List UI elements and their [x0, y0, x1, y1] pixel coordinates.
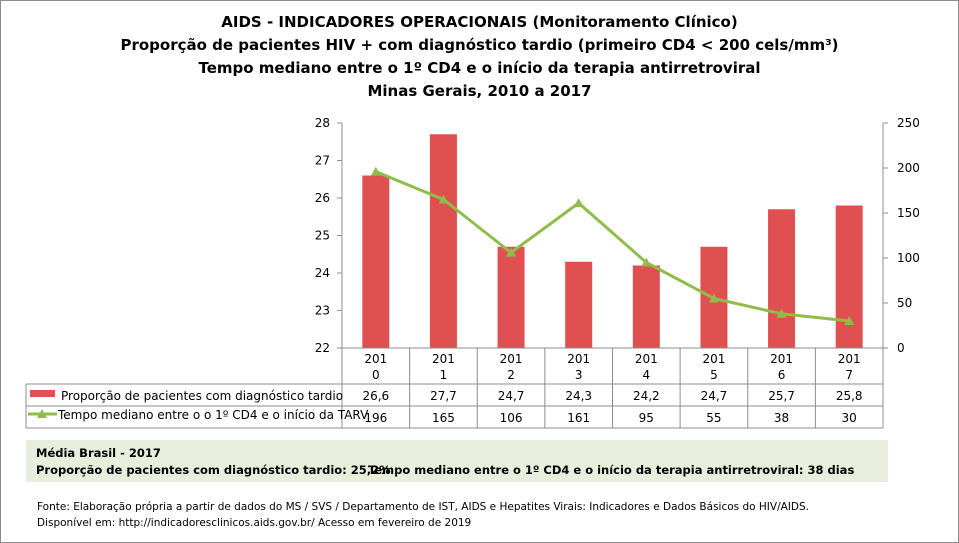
right-tick-label: 200 — [897, 161, 920, 175]
line-marker — [844, 316, 855, 325]
left-tick-label: 27 — [315, 154, 330, 168]
bar — [632, 265, 660, 348]
line-data-label: 30 — [842, 411, 857, 425]
chart-subtitle-3: Minas Gerais, 2010 a 2017 — [367, 82, 592, 100]
bar-data-label: 24,3 — [565, 389, 592, 403]
left-tick-label: 28 — [315, 116, 330, 130]
bar-data-label: 24,2 — [633, 389, 660, 403]
bar-data-label: 25,7 — [768, 389, 795, 403]
category-label: 201 — [702, 352, 725, 366]
category-label: 1 — [440, 368, 448, 382]
category-label: 201 — [635, 352, 658, 366]
category-label: 6 — [778, 368, 786, 382]
line-data-label: 196 — [364, 411, 387, 425]
left-tick-label: 25 — [315, 229, 330, 243]
line-series — [375, 170, 850, 323]
media-brasil-box: Média Brasil - 2017 Proporção de pacient… — [26, 440, 888, 482]
bar-data-label: 24,7 — [498, 389, 525, 403]
category-label: 201 — [838, 352, 861, 366]
line-marker — [708, 293, 719, 303]
left-tick-label: 22 — [315, 341, 330, 355]
legend-bar-label: Proporção de pacientes com diagnóstico t… — [61, 389, 343, 403]
combo-chart: 2223242526272805010015020025020102011201… — [25, 116, 920, 429]
line-data-label: 106 — [500, 411, 523, 425]
bar-data-label: 26,6 — [362, 389, 389, 403]
line-data-label: 161 — [567, 411, 590, 425]
category-label: 3 — [575, 368, 583, 382]
line-marker — [506, 247, 517, 257]
source-line: Fonte: Elaboração própria a partir de da… — [37, 501, 809, 513]
left-tick-label: 26 — [315, 191, 330, 205]
category-label: 201 — [567, 352, 590, 366]
category-label: 2 — [507, 368, 515, 382]
line-data-label: 38 — [774, 411, 789, 425]
category-label: 201 — [500, 352, 523, 366]
legend-line-marker — [37, 409, 47, 418]
line-marker — [370, 166, 381, 176]
right-tick-label: 50 — [897, 296, 912, 310]
bar — [565, 261, 593, 348]
line-marker — [776, 308, 787, 318]
line-data-label: 165 — [432, 411, 455, 425]
right-tick-label: 0 — [897, 341, 905, 355]
bar — [362, 175, 390, 348]
bar — [497, 246, 525, 348]
media-tempo: Tempo mediano entre o 1º CD4 e o início … — [368, 463, 855, 477]
bar-data-label: 27,7 — [430, 389, 457, 403]
bar — [768, 209, 796, 348]
chart-subtitle-1: Proporção de pacientes HIV + com diagnós… — [120, 36, 839, 54]
chart-subtitle-2: Tempo mediano entre o 1º CD4 e o início … — [198, 59, 761, 77]
line-marker — [573, 198, 584, 208]
category-label: 0 — [372, 368, 380, 382]
bar — [429, 134, 457, 348]
media-heading: Média Brasil - 2017 — [36, 446, 161, 460]
bar-data-label: 25,8 — [836, 389, 863, 403]
right-tick-label: 250 — [897, 116, 920, 130]
source-note: Fonte: Elaboração própria a partir de da… — [37, 499, 809, 531]
bar-data-label: 24,7 — [701, 389, 728, 403]
chart-title: AIDS - INDICADORES OPERACIONAIS (Monitor… — [221, 13, 738, 31]
media-proporcao: Proporção de pacientes com diagnóstico t… — [36, 463, 391, 477]
category-label: 201 — [364, 352, 387, 366]
right-tick-label: 100 — [897, 251, 920, 265]
right-tick-label: 150 — [897, 206, 920, 220]
availability-line: Disponível em: http://indicadoresclinico… — [37, 517, 472, 529]
category-label: 4 — [642, 368, 650, 382]
legend-line-label: Tempo mediano entre o o 1º CD4 e o iníci… — [57, 408, 369, 422]
category-label: 201 — [770, 352, 793, 366]
line-marker — [438, 194, 449, 204]
line-data-label: 55 — [706, 411, 721, 425]
left-tick-label: 24 — [315, 266, 330, 280]
category-label: 7 — [845, 368, 853, 382]
line-marker — [641, 257, 652, 267]
legend-bar-swatch — [30, 390, 55, 397]
category-label: 5 — [710, 368, 718, 382]
left-tick-label: 23 — [315, 304, 330, 318]
category-label: 201 — [432, 352, 455, 366]
line-data-label: 95 — [639, 411, 654, 425]
bar — [835, 205, 863, 348]
